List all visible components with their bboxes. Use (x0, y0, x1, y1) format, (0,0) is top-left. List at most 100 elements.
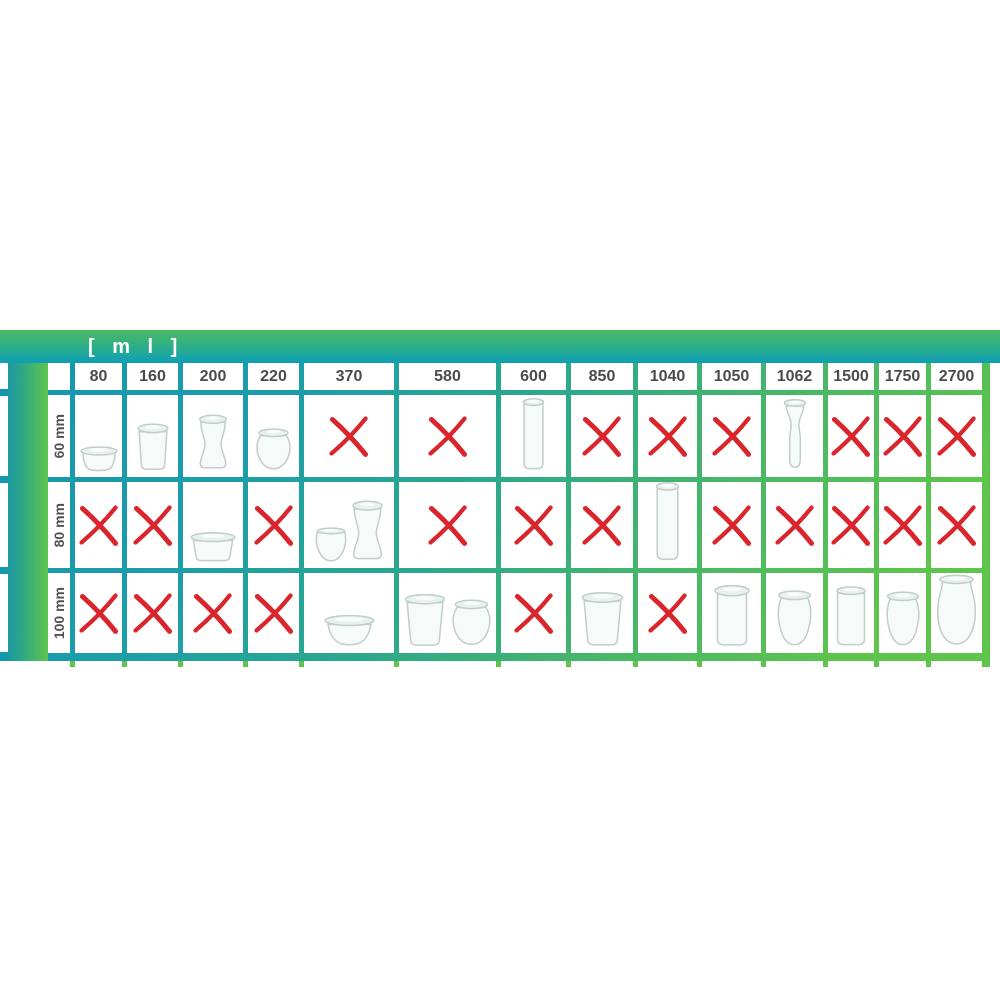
mold-jar-small-icon (79, 446, 119, 472)
tulip-jar-icon (254, 428, 293, 472)
juice-bottle-icon (783, 399, 807, 472)
cell-100mm-1040ml (638, 573, 697, 653)
column-header-label: 1050 (713, 367, 750, 385)
grid-line-stub (178, 661, 183, 667)
cell-80mm-220ml (248, 482, 299, 568)
grid-line-stub (823, 661, 828, 667)
beaker-jar-icon (403, 594, 447, 648)
column-header-label: 200 (199, 367, 227, 385)
cross-icon (936, 416, 976, 457)
cross-icon (647, 416, 687, 457)
cross-icon (253, 593, 293, 634)
cell-100mm-600ml (501, 573, 566, 653)
cross-icon (513, 505, 553, 546)
column-header-80: 80 (75, 363, 122, 390)
row-header-label: 100 mm (51, 586, 67, 640)
grid-line-stub (874, 661, 879, 667)
column-header-1040: 1040 (638, 363, 697, 390)
column-header-label: 2700 (938, 367, 975, 385)
column-header-1750: 1750 (879, 363, 926, 390)
grid-line-stub (70, 661, 75, 667)
row-header-label: 80 mm (51, 502, 67, 548)
cross-icon (882, 416, 922, 457)
column-header-label: 600 (520, 367, 547, 385)
cell-60mm-1500ml (828, 395, 874, 477)
cross-icon (513, 593, 553, 634)
cross-icon (78, 505, 118, 546)
cross-icon (78, 593, 118, 634)
matrix-corner-cell (48, 363, 70, 390)
column-header-label: 580 (434, 367, 461, 385)
column-header-label: 850 (588, 367, 616, 385)
cell-100mm-200ml (183, 573, 243, 653)
column-header-label: 1040 (649, 367, 686, 385)
grid-line-stub (299, 661, 304, 667)
row-header-80-mm: 80 mm (48, 482, 70, 568)
cell-100mm-1050ml (702, 573, 761, 653)
cross-icon (582, 505, 622, 546)
cell-100mm-160ml (127, 573, 178, 653)
cell-60mm-80ml (75, 395, 122, 477)
grid-line-stub (633, 661, 638, 667)
cell-80mm-850ml (571, 482, 633, 568)
column-header-850: 850 (571, 363, 633, 390)
cross-icon (882, 505, 922, 546)
straight-jar-icon (834, 586, 868, 648)
cell-80mm-200ml (183, 482, 243, 568)
grid-line-stub (697, 661, 702, 667)
cell-60mm-1750ml (879, 395, 926, 477)
left-gradient-bar (8, 363, 48, 661)
cell-60mm-1062ml (766, 395, 823, 477)
column-header-220: 220 (248, 363, 299, 390)
cell-80mm-370ml (304, 482, 394, 568)
cell-80mm-2700ml (931, 482, 982, 568)
column-header-2700: 2700 (931, 363, 982, 390)
cell-100mm-2700ml (931, 573, 982, 653)
cross-icon (132, 505, 172, 546)
column-header-label: 370 (335, 367, 363, 385)
cell-80mm-600ml (501, 482, 566, 568)
cell-80mm-80ml (75, 482, 122, 568)
cell-60mm-600ml (501, 395, 566, 477)
grid-line-end-tab (0, 567, 8, 574)
cross-icon (831, 416, 871, 457)
cell-60mm-370ml (304, 395, 394, 477)
cell-100mm-850ml (571, 573, 633, 653)
cell-100mm-1062ml (766, 573, 823, 653)
row-header-60-mm: 60 mm (48, 395, 70, 477)
column-header-label: 1750 (884, 367, 921, 385)
column-header-label: 80 (89, 367, 108, 385)
cell-80mm-1750ml (879, 482, 926, 568)
grid-line-stub (394, 661, 399, 667)
mold-jar-icon (136, 423, 170, 472)
cell-100mm-80ml (75, 573, 122, 653)
cross-icon (329, 416, 369, 457)
cross-icon (582, 416, 622, 457)
column-header-580: 580 (399, 363, 496, 390)
cell-80mm-1040ml (638, 482, 697, 568)
grid-line-stub (122, 661, 127, 667)
cross-icon (936, 505, 976, 546)
bulb-jar-icon (935, 574, 978, 648)
jar-compatibility-matrix: 80 160 200 220 370 580 600 850 1040 1050 1062 1500 1… (48, 363, 990, 661)
grid-line-stub (243, 661, 248, 667)
grid-line-stub (496, 661, 501, 667)
cross-icon (711, 416, 751, 457)
column-header-1500: 1500 (828, 363, 874, 390)
cell-100mm-1750ml (879, 573, 926, 653)
low-mold-jar-icon (189, 532, 237, 563)
unit-label: [ m l ] (88, 336, 184, 358)
bowl-jar-icon (323, 615, 376, 648)
cross-icon (132, 593, 172, 634)
cell-60mm-1040ml (638, 395, 697, 477)
column-header-370: 370 (304, 363, 394, 390)
column-header-label: 1062 (776, 367, 813, 385)
tulip-jar-icon (450, 599, 493, 648)
cross-icon (253, 505, 293, 546)
cross-icon (711, 505, 751, 546)
grid-line-end-tab (0, 389, 8, 396)
column-header-1050: 1050 (702, 363, 761, 390)
cell-80mm-1050ml (702, 482, 761, 568)
cell-100mm-1500ml (828, 573, 874, 653)
